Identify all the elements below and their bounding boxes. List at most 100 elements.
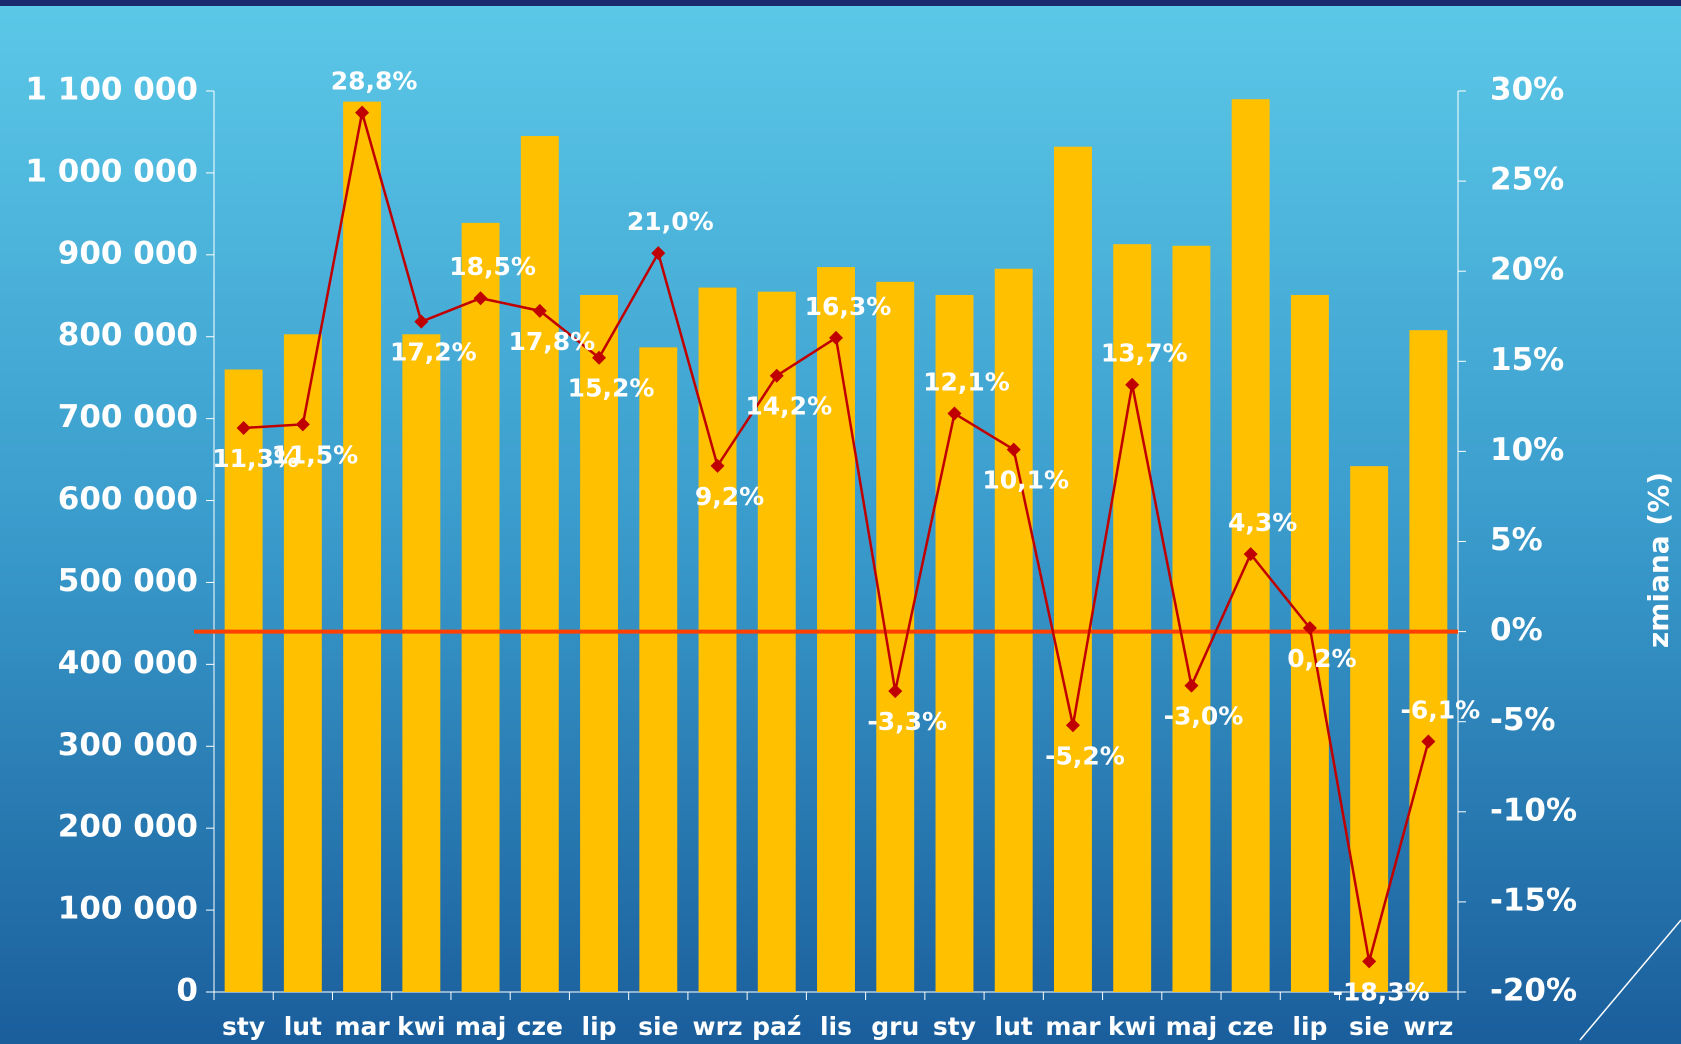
data-label: 16,3% xyxy=(805,292,892,321)
data-label: 14,2% xyxy=(745,392,832,421)
marker xyxy=(1421,734,1436,749)
data-label: 9,2% xyxy=(695,482,764,511)
y-tick-label: 200 000 xyxy=(58,809,198,845)
x-tick-label: kwi xyxy=(1108,1012,1156,1041)
marker xyxy=(1302,620,1317,635)
bar xyxy=(1231,99,1270,992)
bar xyxy=(757,291,796,993)
y2-tick-label: -5% xyxy=(1490,702,1556,738)
x-tick-label: lut xyxy=(284,1012,322,1041)
y2-tick-label: -15% xyxy=(1490,882,1577,918)
top-band xyxy=(0,0,1681,6)
marker xyxy=(1243,547,1258,562)
data-label: -3,3% xyxy=(867,707,947,736)
y-tick-label: 600 000 xyxy=(58,481,198,517)
marker xyxy=(473,291,488,306)
y-tick-label: 900 000 xyxy=(58,235,198,271)
y2-tick-label: 10% xyxy=(1490,432,1564,468)
data-label: 10,1% xyxy=(982,466,1069,495)
y2-tick-label: 20% xyxy=(1490,252,1564,288)
data-label: 17,8% xyxy=(508,327,595,356)
bar xyxy=(283,334,322,992)
bar xyxy=(698,287,737,993)
bar xyxy=(876,281,915,993)
y-tick-label: 400 000 xyxy=(58,645,198,681)
x-tick-label: mar xyxy=(1045,1012,1101,1041)
bar xyxy=(343,101,382,992)
marker xyxy=(888,684,903,699)
x-tick-label: cze xyxy=(1228,1012,1274,1041)
bar xyxy=(1409,330,1448,992)
y-tick-label: 0 xyxy=(176,973,198,1009)
bar xyxy=(1290,294,1329,993)
y2-axis-label: zmiana (%) xyxy=(1642,472,1675,648)
data-label: -6,1% xyxy=(1401,696,1481,725)
data-label: 13,7% xyxy=(1101,339,1188,368)
y2-tick-label: -20% xyxy=(1490,973,1577,1009)
y2-tick-label: 5% xyxy=(1490,522,1543,558)
x-tick-label: maj xyxy=(1166,1012,1218,1041)
marker xyxy=(1065,718,1080,733)
bar xyxy=(817,267,855,992)
data-label: -5,2% xyxy=(1045,741,1125,770)
marker xyxy=(355,105,370,120)
y-tick-label: 1 000 000 xyxy=(25,153,198,189)
y2-tick-label: 25% xyxy=(1490,162,1564,198)
x-tick-label: gru xyxy=(871,1012,919,1041)
data-label: 11,5% xyxy=(271,440,358,469)
x-tick-label: sie xyxy=(1349,1012,1389,1041)
x-tick-label: maj xyxy=(455,1012,507,1041)
data-label: -18,3% xyxy=(1333,977,1430,1006)
bar xyxy=(402,334,441,992)
data-label: -3,0% xyxy=(1164,702,1244,731)
bar xyxy=(224,369,263,992)
marker xyxy=(1184,678,1199,693)
y2-tick-label: 30% xyxy=(1490,72,1564,108)
bar xyxy=(639,347,678,992)
y-tick-label: 800 000 xyxy=(58,317,198,353)
decor-line xyxy=(1579,919,1681,1041)
marker xyxy=(414,314,429,329)
y2-tick-label: 15% xyxy=(1490,342,1564,378)
data-label: 18,5% xyxy=(449,252,536,281)
bar xyxy=(1350,466,1389,992)
bar xyxy=(1053,146,1092,992)
x-tick-label: lip xyxy=(1292,1012,1327,1041)
marker xyxy=(651,246,666,261)
bar xyxy=(1113,244,1152,993)
data-label: 17,2% xyxy=(390,338,477,367)
x-tick-label: lis xyxy=(820,1012,852,1041)
x-tick-label: sty xyxy=(222,1012,265,1041)
x-tick-label: sie xyxy=(638,1012,678,1041)
data-label: 11,3% xyxy=(212,444,299,473)
marker xyxy=(947,406,962,421)
data-label: 0,2% xyxy=(1287,644,1356,673)
y2-tick-label: -10% xyxy=(1490,792,1577,828)
marker xyxy=(1362,954,1377,969)
x-tick-label: lut xyxy=(995,1012,1033,1041)
x-tick-label: sty xyxy=(933,1012,976,1041)
y2-tick-label: 0% xyxy=(1490,612,1543,648)
x-tick-label: wrz xyxy=(693,1012,743,1041)
data-label: 28,8% xyxy=(331,67,418,96)
marker xyxy=(236,420,251,435)
data-label: 4,3% xyxy=(1228,508,1297,537)
y-tick-label: 700 000 xyxy=(58,399,198,435)
data-label: 12,1% xyxy=(923,368,1010,397)
bar xyxy=(580,294,619,993)
bar xyxy=(935,294,974,993)
marker xyxy=(532,303,547,318)
marker xyxy=(295,417,310,432)
y-tick-label: 100 000 xyxy=(58,891,198,927)
x-tick-label: kwi xyxy=(397,1012,445,1041)
marker xyxy=(1125,377,1140,392)
marker xyxy=(592,350,607,365)
x-tick-label: wrz xyxy=(1403,1012,1453,1041)
marker xyxy=(1006,442,1021,457)
x-tick-label: lip xyxy=(582,1012,617,1041)
bar xyxy=(461,222,500,992)
data-label: 21,0% xyxy=(627,207,714,236)
marker xyxy=(769,368,784,383)
y-tick-label: 300 000 xyxy=(58,727,198,763)
